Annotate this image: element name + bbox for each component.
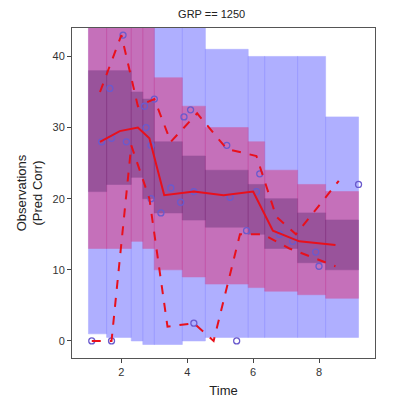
svg-text:20: 20	[53, 193, 65, 205]
svg-text:30: 30	[53, 121, 65, 133]
svg-text:8: 8	[316, 366, 322, 378]
svg-text:10: 10	[53, 264, 65, 276]
svg-text:Observations(Pred Corr): Observations(Pred Corr)	[14, 154, 46, 231]
svg-text:GRP == 1250: GRP == 1250	[178, 8, 245, 20]
svg-text:Time: Time	[209, 383, 237, 398]
svg-text:2: 2	[118, 366, 124, 378]
svg-text:4: 4	[184, 366, 190, 378]
svg-text:0: 0	[59, 335, 65, 347]
svg-text:40: 40	[53, 50, 65, 62]
svg-text:6: 6	[250, 366, 256, 378]
